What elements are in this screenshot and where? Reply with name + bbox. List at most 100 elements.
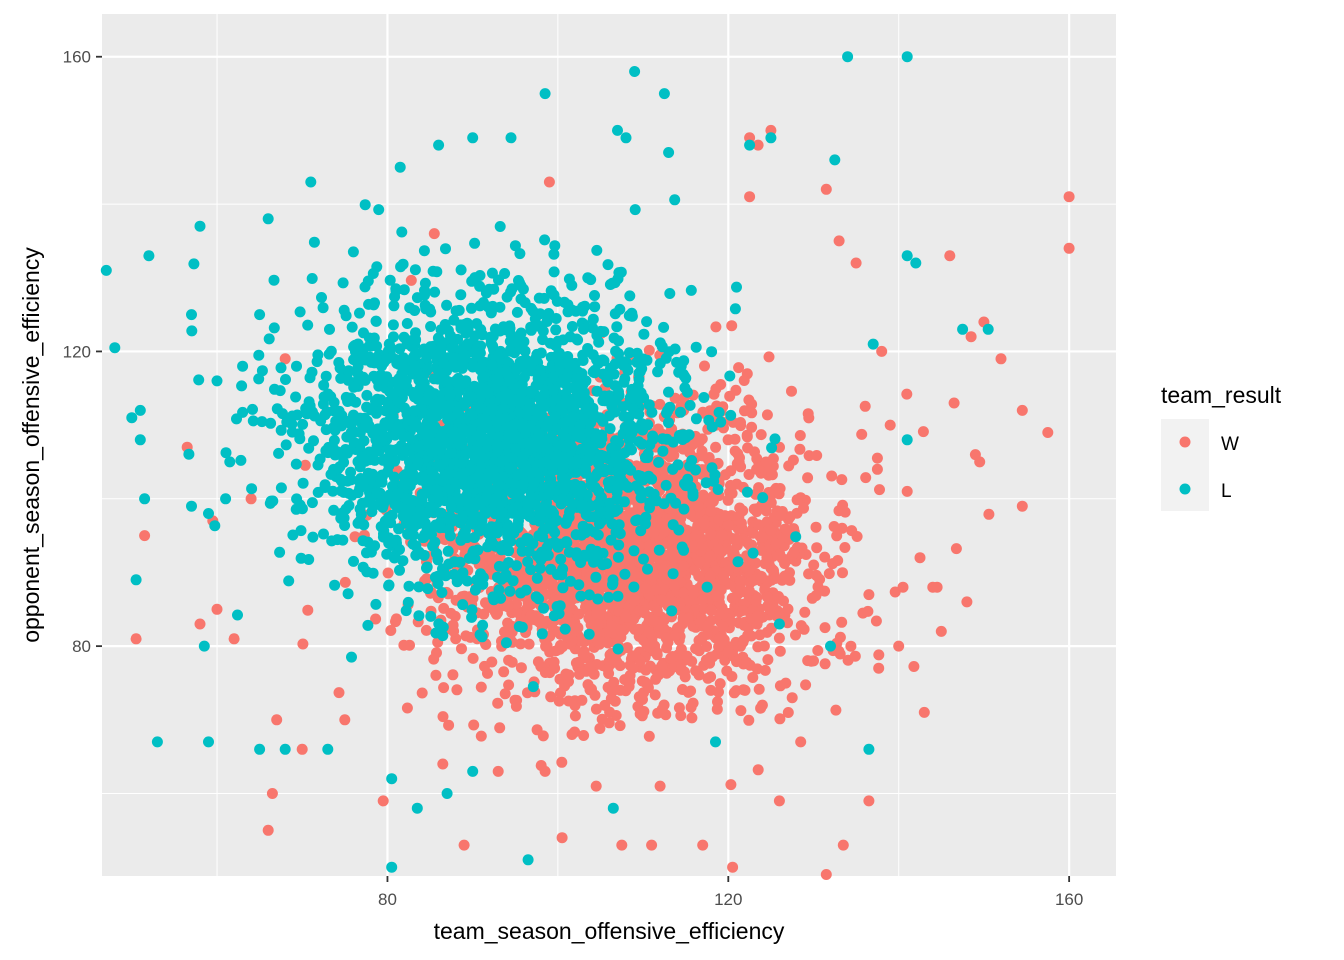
series-w-point	[722, 434, 734, 446]
series-l-point	[413, 394, 425, 406]
series-l-point	[550, 313, 562, 324]
series-l-point	[592, 593, 604, 605]
series-w-point	[873, 662, 885, 674]
series-l-point	[442, 545, 454, 557]
series-l-point	[453, 438, 465, 449]
series-l-point	[280, 439, 292, 451]
series-l-point	[557, 463, 569, 475]
series-l-point	[444, 510, 456, 522]
series-l-point	[436, 339, 447, 351]
series-l-point	[373, 204, 385, 216]
series-l-point	[274, 546, 286, 558]
series-l-point	[625, 464, 637, 476]
series-l-point	[343, 487, 355, 499]
series-l-point	[220, 447, 232, 459]
series-l-point	[566, 279, 578, 291]
series-l-point	[431, 266, 443, 278]
series-l-point	[263, 333, 275, 345]
series-l-point	[613, 267, 625, 279]
series-l-point	[635, 525, 647, 537]
series-l-point	[646, 406, 658, 418]
series-w-point	[752, 764, 764, 776]
series-l-point	[396, 368, 408, 380]
series-l-point	[354, 426, 366, 438]
series-l-point	[790, 531, 802, 543]
series-l-point	[329, 579, 341, 591]
series-w-point	[735, 461, 747, 473]
series-w-point	[788, 546, 800, 558]
series-l-point	[612, 551, 624, 563]
series-w-point	[935, 625, 947, 637]
series-l-point	[267, 495, 279, 507]
series-l-point	[325, 468, 337, 480]
series-l-point	[757, 492, 769, 504]
series-w-point	[1016, 404, 1028, 416]
series-l-point	[474, 393, 486, 405]
series-w-point	[849, 650, 861, 662]
series-w-point	[786, 692, 798, 704]
series-l-point	[533, 593, 545, 605]
series-l-point	[557, 582, 569, 594]
series-w-point	[711, 703, 723, 715]
series-l-point	[604, 279, 616, 290]
series-w-point	[614, 660, 626, 672]
series-w-point	[860, 472, 872, 484]
series-l-point	[404, 302, 416, 314]
series-l-points	[100, 51, 994, 873]
series-l-point	[441, 299, 453, 311]
series-l-point	[466, 302, 477, 314]
series-l-point	[547, 464, 559, 476]
series-l-point	[501, 544, 513, 556]
series-w-point	[763, 351, 775, 363]
series-w-point	[297, 638, 309, 650]
series-l-point	[550, 324, 562, 336]
series-w-point	[643, 730, 655, 742]
series-l-point	[421, 561, 433, 573]
series-l-point	[521, 505, 533, 517]
series-w-point	[638, 634, 649, 646]
series-w-point	[648, 614, 660, 626]
series-l-point	[295, 525, 307, 537]
series-l-point	[370, 315, 382, 327]
series-w-point	[130, 633, 142, 645]
series-l-point	[328, 396, 340, 408]
series-l-point	[429, 349, 441, 361]
series-l-point	[425, 321, 437, 332]
series-l-point	[306, 497, 318, 509]
series-w-point	[782, 617, 793, 629]
series-l-point	[516, 417, 528, 429]
series-l-point	[491, 416, 503, 428]
series-w-point	[614, 684, 626, 696]
series-w-point	[697, 490, 709, 502]
series-l-point	[446, 502, 457, 514]
series-l-point	[508, 478, 520, 489]
series-l-point	[346, 651, 357, 663]
series-l-point	[303, 554, 315, 565]
series-w-point	[753, 519, 764, 531]
series-w-point	[819, 622, 831, 634]
series-l-point	[528, 477, 540, 489]
series-l-point	[492, 444, 504, 456]
series-l-point	[536, 628, 548, 640]
series-l-point	[430, 627, 442, 639]
series-l-point	[360, 417, 372, 429]
series-l-point	[394, 564, 405, 576]
series-l-point	[663, 417, 674, 429]
series-w-point	[710, 321, 722, 333]
series-l-point	[432, 492, 444, 504]
series-l-point	[525, 491, 537, 503]
series-w-point	[773, 488, 785, 500]
series-w-point	[569, 710, 581, 722]
series-l-point	[629, 204, 641, 216]
series-l-point	[455, 319, 467, 331]
series-w-point	[640, 583, 652, 594]
series-w-point	[666, 550, 678, 562]
series-l-point	[343, 415, 355, 427]
series-w-point	[539, 765, 551, 777]
series-l-point	[383, 579, 395, 591]
series-w-point	[690, 643, 702, 655]
series-l-point	[725, 409, 737, 421]
series-l-point	[461, 532, 473, 544]
series-l-point	[312, 349, 324, 361]
series-w-point	[735, 420, 747, 432]
